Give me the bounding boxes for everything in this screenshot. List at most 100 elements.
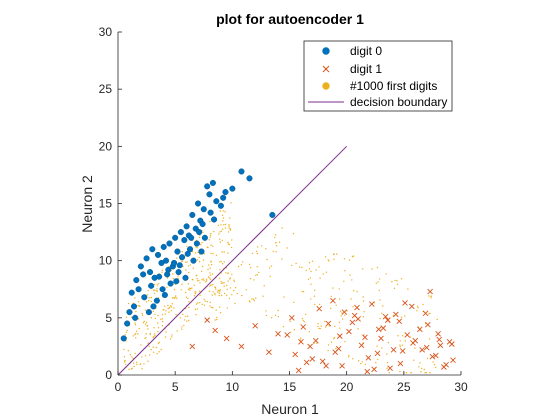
y-tick-label: 0 <box>105 368 112 382</box>
first1000-point <box>220 230 222 232</box>
digit0-point <box>148 282 155 289</box>
first1000-point <box>148 345 150 347</box>
first1000-point <box>348 354 350 357</box>
first1000-point <box>131 367 133 369</box>
first1000-point <box>263 285 265 287</box>
first1000-point <box>270 265 273 267</box>
digit0-point <box>135 286 142 293</box>
first1000-point <box>274 236 276 239</box>
first1000-point <box>150 348 152 351</box>
digit1-point <box>441 364 447 370</box>
first1000-point <box>219 277 221 279</box>
first1000-point <box>139 363 141 365</box>
digit0-point <box>154 251 162 258</box>
first1000-point <box>219 231 221 233</box>
first1000-point <box>206 280 208 282</box>
digit1-point <box>446 339 453 345</box>
first1000-point <box>212 307 214 309</box>
digit0-point <box>213 198 220 205</box>
first1000-point <box>142 321 145 324</box>
digit0-point <box>161 291 168 299</box>
first1000-point <box>224 227 227 229</box>
first1000-point <box>375 362 377 364</box>
digit0-point <box>178 254 186 261</box>
first1000-point <box>201 270 203 273</box>
first1000-point <box>141 314 144 316</box>
first1000-point <box>277 309 279 312</box>
first1000-point <box>196 259 199 261</box>
first1000-point <box>189 289 191 291</box>
first1000-point <box>188 287 191 289</box>
first1000-point <box>186 261 188 263</box>
first1000-point <box>227 280 229 282</box>
first1000-point <box>184 315 187 318</box>
first1000-point <box>394 279 396 282</box>
first1000-point <box>181 251 183 253</box>
first1000-point <box>196 308 199 310</box>
first1000-point <box>205 278 208 281</box>
first1000-point <box>185 269 187 271</box>
first1000-point <box>305 269 307 272</box>
first1000-point <box>228 227 230 229</box>
first1000-point <box>226 288 228 291</box>
first1000-point <box>339 310 342 312</box>
digit1-point <box>374 350 381 357</box>
first1000-point <box>249 278 252 280</box>
digit0-point <box>143 255 150 262</box>
first1000-point <box>170 306 173 308</box>
first1000-point <box>143 320 146 323</box>
first1000-point <box>231 294 233 296</box>
first1000-point <box>338 288 340 290</box>
first1000-point <box>210 264 213 266</box>
first1000-point <box>164 336 167 338</box>
digit0-point <box>162 257 170 264</box>
first1000-point <box>270 317 273 319</box>
digit1-point <box>303 359 310 366</box>
digit1-point <box>362 334 368 341</box>
digit0-point <box>200 206 207 213</box>
first1000-point <box>358 360 360 362</box>
first1000-point <box>341 318 344 320</box>
first1000-point <box>386 361 389 364</box>
first1000-point <box>265 310 267 312</box>
digit1-point <box>387 365 393 371</box>
first1000-point <box>137 333 139 335</box>
digit0-point <box>146 269 154 276</box>
first1000-point <box>171 297 174 299</box>
first1000-point <box>293 329 296 331</box>
digit0-point <box>167 280 174 287</box>
first1000-point <box>148 297 150 299</box>
first1000-point <box>324 320 326 323</box>
digit0-point <box>207 209 214 216</box>
first1000-point <box>203 279 205 281</box>
first1000-point <box>436 318 438 321</box>
first1000-point <box>132 335 134 337</box>
first1000-point <box>147 360 149 362</box>
first1000-point <box>225 272 227 274</box>
first1000-point <box>266 258 268 261</box>
first1000-point <box>209 267 211 269</box>
first1000-point <box>302 319 304 322</box>
digit0-point <box>164 271 171 278</box>
first1000-point <box>283 296 285 298</box>
first1000-points <box>123 202 438 374</box>
first1000-point <box>362 296 364 298</box>
first1000-point <box>195 303 198 305</box>
digit1-point <box>378 335 384 342</box>
first1000-point <box>328 260 330 262</box>
first1000-point <box>197 251 199 254</box>
first1000-point <box>422 303 424 306</box>
first1000-point <box>386 353 388 355</box>
first1000-point <box>361 361 363 363</box>
legend-marker-digit0 <box>322 47 330 55</box>
first1000-point <box>123 356 126 358</box>
first1000-point <box>195 246 197 248</box>
first1000-point <box>315 269 317 271</box>
first1000-point <box>231 273 233 276</box>
first1000-point <box>154 317 157 320</box>
first1000-point <box>207 276 210 278</box>
first1000-point <box>207 268 209 271</box>
digit1-point <box>436 336 443 343</box>
first1000-point <box>251 298 253 300</box>
first1000-point <box>186 245 188 248</box>
